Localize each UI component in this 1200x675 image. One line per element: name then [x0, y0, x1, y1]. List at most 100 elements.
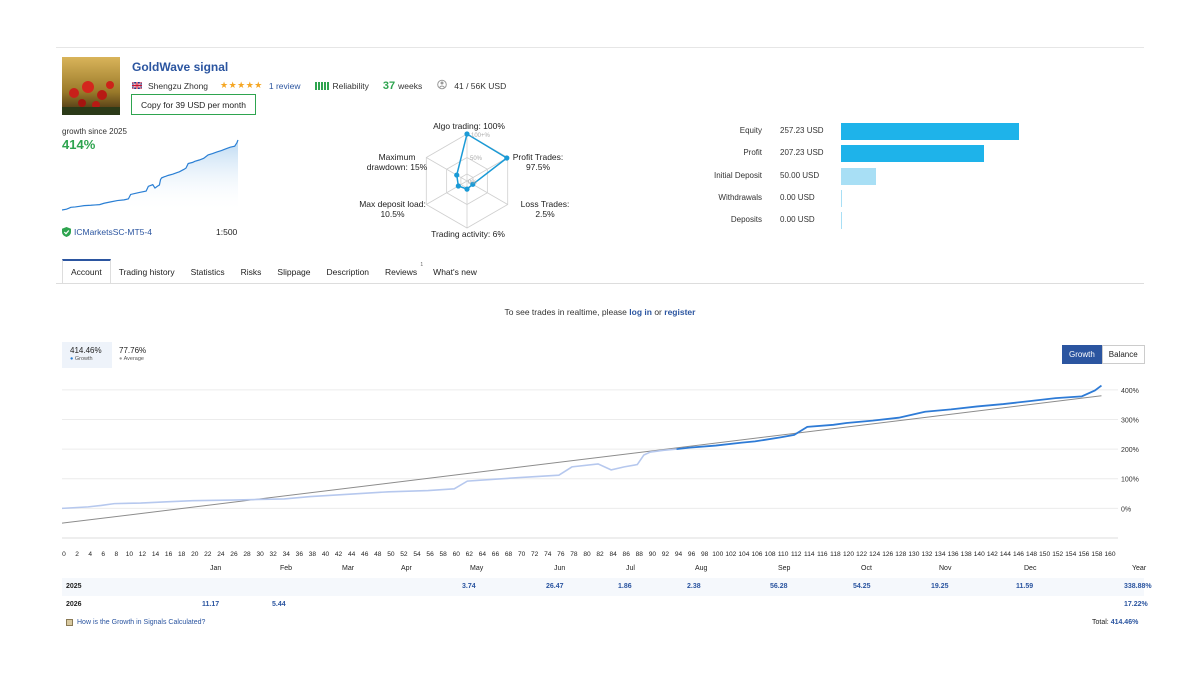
average-stat-label: Average: [123, 356, 144, 362]
month-header: Oct: [861, 565, 872, 572]
x-tick-label: 42: [335, 551, 343, 558]
x-tick-label: 96: [688, 551, 696, 558]
rating-stars: ★★★★★: [220, 80, 263, 90]
register-link[interactable]: register: [664, 307, 696, 317]
how-growth-link[interactable]: How is the Growth in Signals Calculated?: [66, 619, 205, 626]
radar-point: [504, 155, 510, 161]
x-tick-label: 14: [152, 551, 160, 558]
month-header: Aug: [695, 565, 708, 572]
author-name[interactable]: Shengzu Zhong: [148, 80, 209, 91]
tab-slippage[interactable]: Slippage: [277, 266, 311, 277]
month-value: 2.38: [687, 583, 701, 590]
x-tick-label: 64: [479, 551, 487, 558]
radar-axis: [466, 157, 508, 182]
tab-risks[interactable]: Risks: [240, 266, 262, 277]
tab-description[interactable]: Description: [326, 266, 370, 277]
growth-chart: 400%300%200%100%0%0 2 4 6 8 10 12 14 16 18 20 22 24 2…: [62, 384, 1139, 558]
month-header: Apr: [401, 565, 412, 572]
year-total: 338.88%: [1124, 583, 1152, 590]
x-tick-label: 108: [765, 551, 776, 558]
x-tick-label: 124: [869, 551, 880, 558]
x-tick-label: 90: [649, 551, 657, 558]
x-tick-label: 44: [348, 551, 356, 558]
book-icon: [66, 619, 73, 626]
growth-stat-label: Growth: [74, 356, 93, 362]
mini-growth-chart: [62, 139, 239, 212]
y-tick-label: 0%: [1121, 506, 1131, 513]
account-bar: [841, 212, 842, 230]
month-header: Feb: [280, 565, 293, 572]
x-tick-label: 84: [609, 551, 617, 558]
month-value: 54.25: [853, 583, 871, 590]
login-link[interactable]: log in: [629, 307, 652, 317]
x-tick-label: 80: [583, 551, 591, 558]
radar-drawdown-text: Maximum: [378, 152, 416, 162]
reviews-link[interactable]: 1 review: [268, 80, 301, 91]
x-tick-label: 38: [309, 551, 317, 558]
x-tick-label: 112: [791, 551, 802, 558]
y-tick-label: 100%: [1121, 477, 1139, 484]
x-tick-label: 140: [974, 551, 985, 558]
x-tick-label: 150: [1039, 551, 1050, 558]
balance-toggle-button[interactable]: Balance: [1101, 345, 1145, 364]
month-header: Mar: [342, 565, 355, 572]
broker-server[interactable]: ICMarketsSC-MT5-4: [62, 227, 152, 237]
growth-toggle-button[interactable]: Growth: [1062, 345, 1102, 364]
radar-algo-label: Algo trading: 100%: [433, 121, 505, 131]
total-growth: Total: 414.46%: [1092, 619, 1138, 626]
x-tick-label: 146: [1013, 551, 1024, 558]
x-tick-label: 132: [921, 551, 932, 558]
average-stat[interactable]: 77.76% ● Average: [112, 342, 162, 368]
x-tick-label: 152: [1052, 551, 1063, 558]
leverage-value: 1:500: [216, 227, 238, 237]
x-tick-label: 160: [1104, 551, 1115, 558]
copy-button[interactable]: Copy for 39 USD per month: [131, 94, 256, 115]
x-tick-label: 70: [518, 551, 526, 558]
radar-activity-label: Trading activity: 6%: [431, 229, 505, 239]
reliability-icon: [314, 81, 329, 90]
account-row-label: Withdrawals: [718, 192, 762, 202]
tab-trading-history[interactable]: Trading history: [118, 266, 175, 277]
radar-point: [455, 183, 461, 189]
x-tick-label: 12: [139, 551, 147, 558]
account-row-label: Profit: [743, 148, 762, 158]
uk-flag-icon: [131, 80, 143, 91]
account-bar: [841, 123, 1019, 140]
tab-statistics[interactable]: Statistics: [190, 266, 225, 277]
x-tick-label: 34: [283, 551, 291, 558]
tab-reviews[interactable]: Reviews 1: [385, 262, 424, 277]
year-label: 2026: [66, 601, 82, 608]
growth-stat-value: 414.46%: [70, 346, 102, 355]
radar-point: [464, 131, 470, 137]
radar-point: [470, 181, 476, 187]
month-header: Dec: [1024, 565, 1037, 572]
tab-account[interactable]: Account: [62, 259, 111, 284]
average-stat-legend: ● Average: [119, 356, 144, 362]
account-row-label: Initial Deposit: [713, 170, 762, 180]
x-tick-label: 92: [662, 551, 670, 558]
signal-title[interactable]: GoldWave signal: [132, 60, 229, 74]
radar-point: [454, 172, 460, 178]
radar-profit-value: 97.5%: [525, 162, 551, 172]
x-tick-label: 158: [1091, 551, 1102, 558]
x-tick-label: 138: [961, 551, 972, 558]
x-tick-label: 18: [178, 551, 186, 558]
tab-what-s-new[interactable]: What's new: [433, 266, 477, 277]
x-tick-label: 16: [165, 551, 173, 558]
radar-point: [464, 186, 470, 192]
growth-stat[interactable]: 414.46% ● Growth: [62, 342, 112, 368]
x-tick-label: 134: [935, 551, 946, 558]
y-tick-label: 300%: [1121, 417, 1139, 424]
avatar[interactable]: [62, 57, 120, 115]
x-tick-label: 28: [243, 551, 251, 558]
radar-deposit-load-text: Max deposit load:: [359, 199, 426, 209]
x-tick-label: 74: [544, 551, 552, 558]
broker-label: ICMarketsSC-MT5-4: [74, 227, 152, 237]
how-growth-text: How is the Growth in Signals Calculated?: [77, 619, 206, 626]
x-tick-label: 10: [126, 551, 134, 558]
x-tick-label: 56: [426, 551, 434, 558]
reviews-count-badge: 1: [420, 262, 424, 268]
x-tick-label: 66: [492, 551, 500, 558]
month-value: 19.25: [931, 583, 949, 590]
account-row-value: 207.23 USD: [780, 148, 824, 158]
